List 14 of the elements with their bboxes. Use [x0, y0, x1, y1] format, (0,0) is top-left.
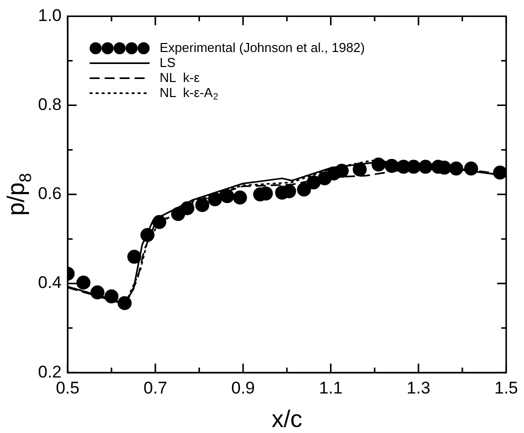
legend-label: NL k-ε [160, 70, 200, 85]
y-axis-title: p/p8 [3, 173, 36, 216]
y-tick-label: 0.8 [38, 94, 62, 114]
x-tick-label: 0.7 [144, 378, 168, 398]
x-tick-label: 1.3 [406, 378, 430, 398]
y-tick-label: 0.4 [38, 273, 62, 292]
x-tick-label: 1.5 [494, 378, 518, 398]
legend-label: LS [160, 54, 176, 70]
y-tick-label: 1.0 [38, 6, 62, 25]
y-tick-label: 0.6 [38, 184, 62, 204]
legend-label: Experimental (Johnson et al., 1982) [160, 40, 365, 55]
x-tick-label: 0.9 [231, 378, 255, 398]
x-tick-label: 1.1 [318, 378, 343, 398]
x-axis-title: x/c [272, 406, 302, 433]
